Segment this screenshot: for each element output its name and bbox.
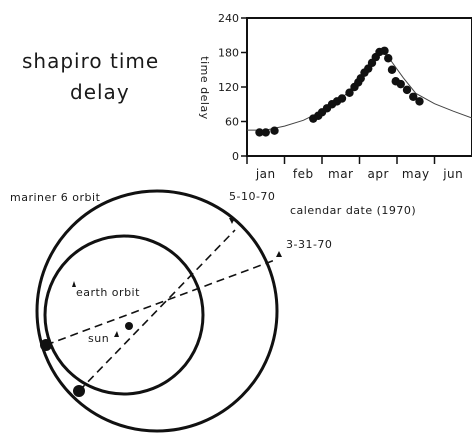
data-point [402,85,412,95]
date-label-5-10-70: 5-10-70 [229,190,275,203]
plot-frame [246,17,472,157]
data-point [380,46,389,55]
fit-curve [247,49,472,131]
data-point [337,94,347,103]
data-point [415,97,424,106]
mariner-orbit-label: mariner 6 orbit [10,191,101,204]
orbit-diagram: mariner 6 orbit earth orbit sun 5-10-70 … [10,189,332,433]
earth-orbit [43,234,205,396]
earth-orbit-label: earth orbit [76,286,140,299]
date-label-3-31-70: 3-31-70 [286,238,332,251]
signal-path-5-10-70 [78,229,236,392]
x-tick-label-jun: jun [442,167,463,181]
x-tick-label-feb: feb [293,167,314,181]
time-delay-chart: 0 60 120 180 240 jan feb mar apr may jun time del… [198,12,472,217]
sun-label: sun [88,332,109,345]
data-point [409,92,418,101]
data-point [384,54,393,63]
mariner-6-orbit [35,189,279,433]
sun-marker [125,322,133,330]
x-axis-ticks: jan feb mar apr may jun [246,156,463,181]
date-1-pointer [229,218,235,224]
data-point [261,128,270,137]
y-tick-label: 120 [218,81,239,94]
earth-position-2 [73,385,85,397]
data-point [270,126,279,135]
figure-title-line-2: delay [70,80,130,104]
date-2-pointer [276,251,282,257]
x-axis-label: calendar date (1970) [290,204,416,217]
y-tick-label: 240 [218,12,239,25]
signal-path-3-31-70 [45,259,276,346]
data-point [387,65,397,74]
y-tick-label: 0 [232,150,239,163]
data-point [396,79,405,89]
data-point [255,128,264,137]
x-tick-label-apr: apr [368,167,389,181]
earth-orbit-pointer [72,281,76,287]
y-axis-label: time delay [198,56,211,119]
sun-pointer [114,331,119,337]
x-tick-label-jan: jan [255,167,276,181]
data-point [345,88,354,97]
x-tick-label-mar: mar [328,167,353,181]
figure-title-line-1: shapiro time [22,49,159,73]
data-points [255,46,424,137]
y-axis-ticks: 0 60 120 180 240 [218,12,247,163]
x-tick-label-may: may [402,167,430,181]
y-tick-label: 180 [218,47,239,60]
y-tick-label: 60 [225,116,239,129]
earth-position-1 [40,339,52,351]
